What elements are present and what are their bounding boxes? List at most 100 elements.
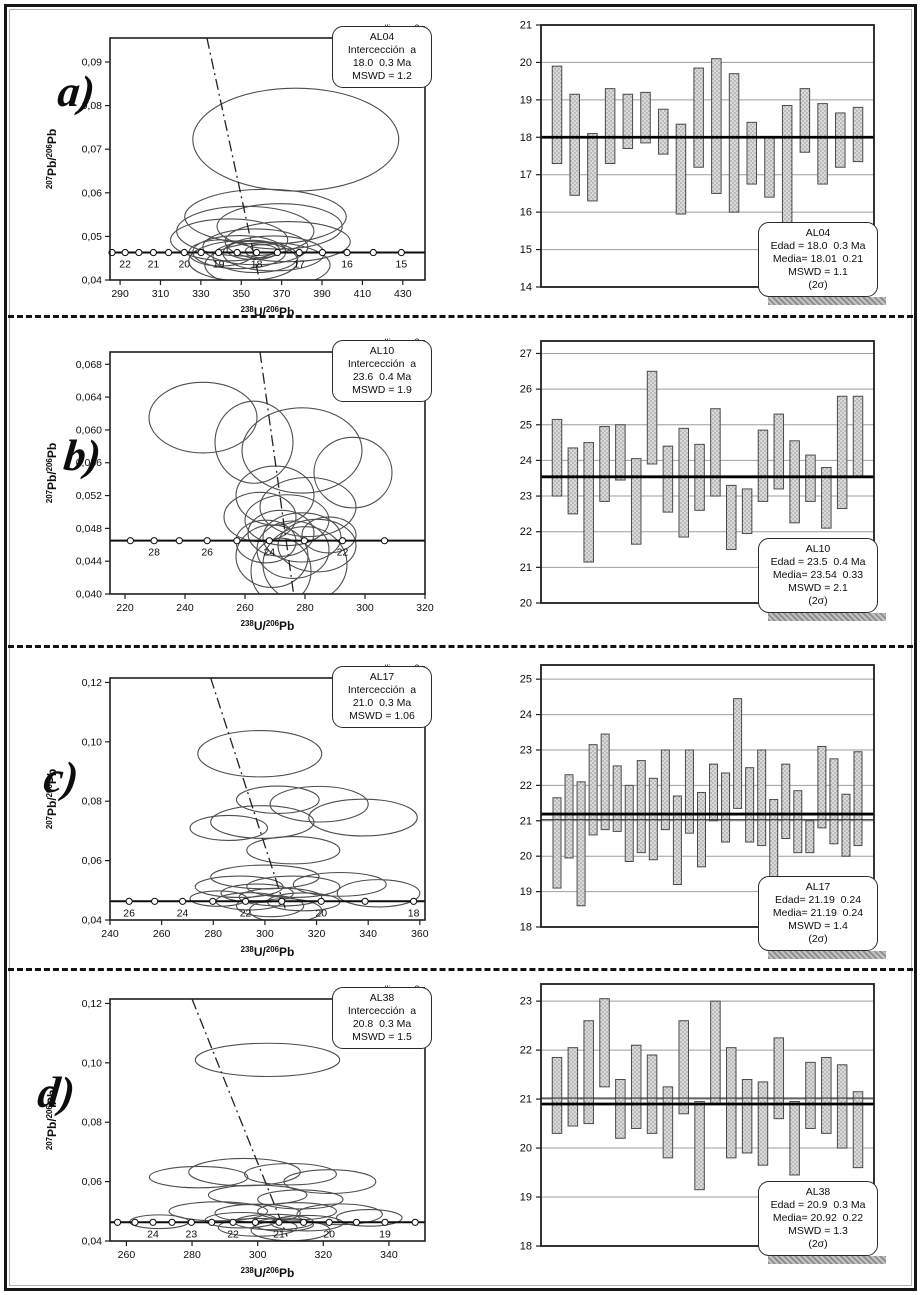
svg-text:0,08: 0,08 xyxy=(82,796,103,808)
svg-text:18: 18 xyxy=(520,132,532,144)
svg-text:0,06: 0,06 xyxy=(82,855,103,867)
svg-text:20: 20 xyxy=(520,1143,532,1155)
panel-a: a) error ellipses 2σ 2221201918171615290… xyxy=(0,8,921,319)
svg-text:23: 23 xyxy=(520,996,532,1008)
panel-c: c) error ellipses 2σ 2624222018240260280… xyxy=(0,652,921,968)
svg-text:22: 22 xyxy=(227,1228,239,1240)
svg-text:20: 20 xyxy=(315,907,327,919)
concordia-plot: 28 26 24 22 220 240 260 280 300 320 0,040 0,044 0,04… xyxy=(45,351,434,633)
svg-text:310: 310 xyxy=(152,288,170,300)
svg-text:0,064: 0,064 xyxy=(76,392,102,404)
svg-text:21: 21 xyxy=(520,20,532,32)
svg-text:23: 23 xyxy=(520,491,532,503)
svg-text:24: 24 xyxy=(147,1228,159,1240)
box-line: AL17 xyxy=(369,671,395,683)
concordia-chart-c: error ellipses 2σ 2624222018240260280300… xyxy=(22,654,482,966)
box-line: (2σ) xyxy=(808,595,828,607)
svg-text:370: 370 xyxy=(273,288,291,300)
box-line: MSWD = 1.4 xyxy=(788,920,848,932)
svg-text:320: 320 xyxy=(416,602,434,614)
svg-text:207Pb/206Pb: 207Pb/206Pb xyxy=(45,443,59,503)
svg-text:18: 18 xyxy=(251,259,263,271)
box-line: MSWD = 1.9 xyxy=(352,384,412,396)
box-line: Media= 23.54 0.33 xyxy=(772,569,864,581)
svg-text:238U/206Pb: 238U/206Pb xyxy=(241,945,295,959)
box-line: AL38 xyxy=(369,992,395,1004)
svg-text:24: 24 xyxy=(520,455,532,467)
svg-text:320: 320 xyxy=(315,1249,333,1261)
panel-b: b) error ellipses 2σ 2826242222024026028… xyxy=(0,322,921,645)
box-line: (2σ) xyxy=(808,1238,828,1250)
svg-text:0,07: 0,07 xyxy=(82,144,103,156)
svg-text:21: 21 xyxy=(148,259,160,271)
svg-text:280: 280 xyxy=(205,928,223,940)
svg-text:300: 300 xyxy=(356,602,374,614)
row-separator xyxy=(8,645,913,648)
box-line: MSWD = 1.06 xyxy=(349,710,415,722)
box-line: (2σ) xyxy=(808,279,828,291)
svg-text:19: 19 xyxy=(520,94,532,106)
svg-text:19: 19 xyxy=(379,1228,391,1240)
age-summary-box: AL17 Edad= 21.19 0.24 Media= 21.19 0.24 … xyxy=(758,876,878,951)
svg-text:0,06: 0,06 xyxy=(82,1176,103,1188)
svg-text:21: 21 xyxy=(520,1094,532,1106)
svg-text:24: 24 xyxy=(520,709,532,721)
svg-text:0,12: 0,12 xyxy=(82,998,103,1010)
box-line: 23.6 0.4 Ma xyxy=(352,371,412,383)
svg-text:27: 27 xyxy=(520,348,532,360)
svg-text:360: 360 xyxy=(411,928,429,940)
box-shadow xyxy=(768,951,886,959)
svg-text:19: 19 xyxy=(520,1192,532,1204)
svg-text:26: 26 xyxy=(201,547,213,559)
box-line: 21.0 0.3 Ma xyxy=(352,697,412,709)
box-line: AL10 xyxy=(369,345,395,357)
weighted-mean-chart-c: 18 19 20 21 22 23 24 25 AL17 Edad= 21.19 0.24 M… xyxy=(486,656,906,966)
svg-text:280: 280 xyxy=(183,1249,201,1261)
box-line: MSWD = 2.1 xyxy=(788,582,848,594)
svg-text:0,12: 0,12 xyxy=(82,677,103,689)
svg-text:260: 260 xyxy=(236,602,254,614)
svg-text:24: 24 xyxy=(263,547,275,559)
box-line: AL04 xyxy=(369,31,395,43)
concordia-plot: 22 21 20 19 18 17 16 15 290 310 330 350 370 390 410 430… xyxy=(45,37,426,319)
age-summary-box: AL38 Edad = 20.9 0.3 Ma Media= 20.92 0.2… xyxy=(758,1181,878,1256)
svg-text:15: 15 xyxy=(396,259,408,271)
box-line: Intercección a xyxy=(347,1005,417,1017)
weighted-mean-chart-a: 14 15 16 17 18 19 20 21 AL04 Edad = 18.0 0.3 Ma… xyxy=(486,16,906,326)
svg-text:23: 23 xyxy=(520,744,532,756)
svg-text:15: 15 xyxy=(520,244,532,256)
svg-text:0,044: 0,044 xyxy=(76,556,102,568)
box-shadow xyxy=(768,613,886,621)
svg-text:20: 20 xyxy=(178,259,190,271)
svg-text:26: 26 xyxy=(123,907,135,919)
svg-text:207Pb/206Pb: 207Pb/206Pb xyxy=(45,769,59,829)
svg-text:260: 260 xyxy=(153,928,171,940)
svg-text:300: 300 xyxy=(249,1249,267,1261)
svg-text:22: 22 xyxy=(520,526,532,538)
svg-text:16: 16 xyxy=(520,207,532,219)
svg-text:290: 290 xyxy=(111,288,129,300)
svg-text:0,04: 0,04 xyxy=(82,915,103,927)
svg-text:0,10: 0,10 xyxy=(82,736,103,748)
weighted-mean-chart-b: 20 21 22 23 24 25 26 27 AL10 Edad = 23.5 0.4 Ma… xyxy=(486,332,906,642)
svg-text:16: 16 xyxy=(341,259,353,271)
age-summary-box: AL10 Edad = 23.5 0.4 Ma Media= 23.54 0.3… xyxy=(758,538,878,613)
row-separator xyxy=(8,968,913,971)
svg-text:0,056: 0,056 xyxy=(76,457,102,469)
svg-text:0,08: 0,08 xyxy=(82,100,103,112)
svg-text:25: 25 xyxy=(520,419,532,431)
svg-text:18: 18 xyxy=(520,1241,532,1253)
box-line: Media= 21.19 0.24 xyxy=(772,907,864,919)
svg-text:238U/206Pb: 238U/206Pb xyxy=(241,619,295,633)
svg-text:0,040: 0,040 xyxy=(76,589,102,601)
box-line: Edad = 23.5 0.4 Ma xyxy=(770,556,866,568)
concordia-plot: 26 24 22 20 18 240 260 280 300 320 340 360 0,04 0,06 0… xyxy=(45,677,429,959)
svg-text:330: 330 xyxy=(192,288,210,300)
box-line: (2σ) xyxy=(808,933,828,945)
svg-text:22: 22 xyxy=(520,1045,532,1057)
box-line: MSWD = 1.1 xyxy=(788,266,848,278)
box-shadow xyxy=(768,1256,886,1264)
box-line: AL04 xyxy=(805,227,831,239)
svg-text:14: 14 xyxy=(520,282,532,294)
box-line: Edad= 21.19 0.24 xyxy=(774,894,862,906)
